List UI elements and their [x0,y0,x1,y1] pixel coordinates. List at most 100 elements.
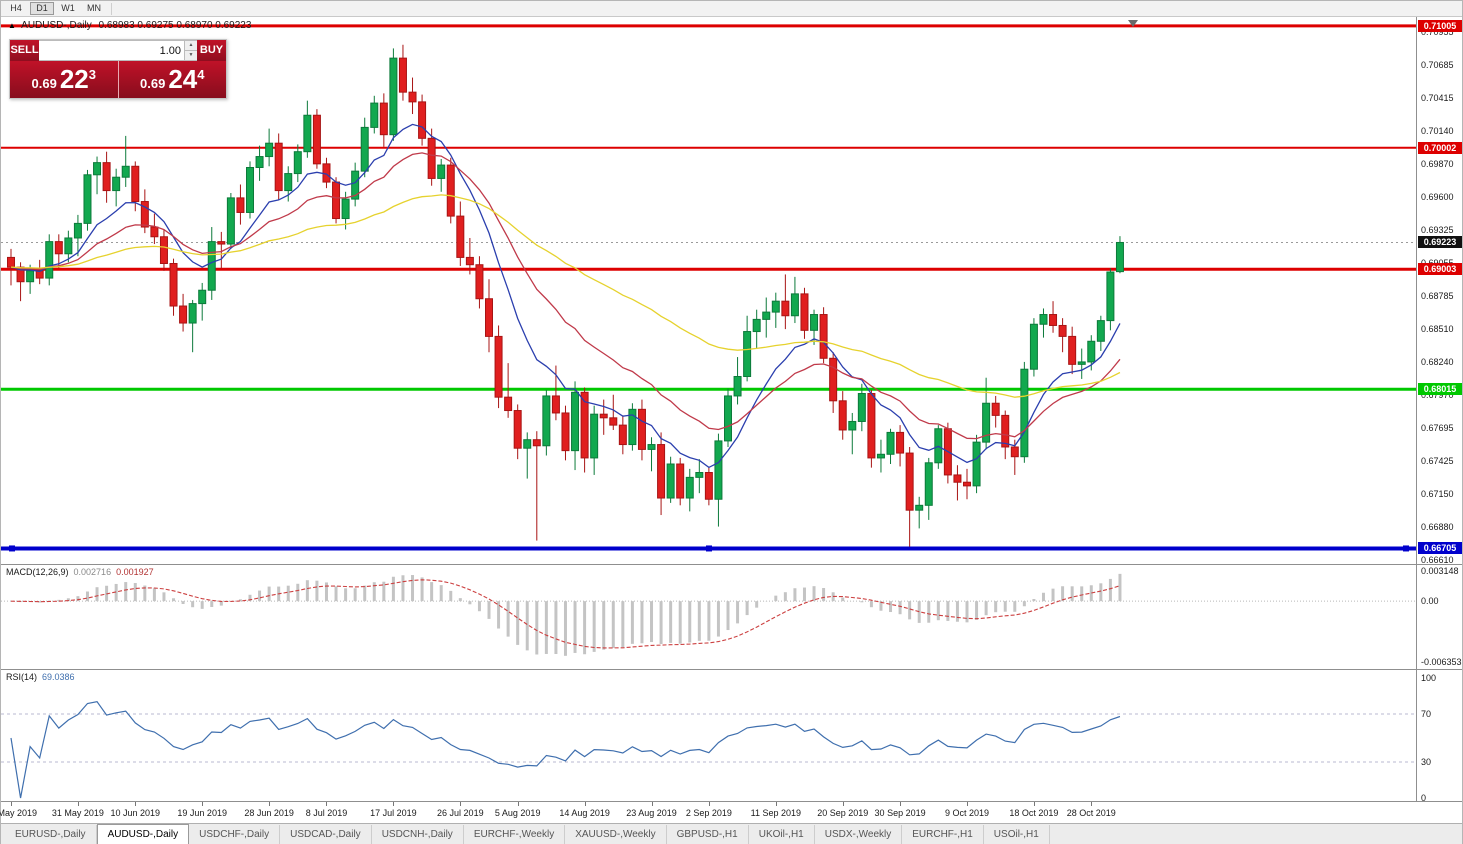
volume-stepper: ▲ ▼ [184,41,197,60]
date-label: 28 Jun 2019 [244,808,294,818]
price-tick: 0.70955 [1421,27,1454,37]
rsi-value: 69.0386 [42,672,75,682]
timeframe-button-H4[interactable]: H4 [10,3,22,13]
date-tick [326,802,328,806]
timeframe-button-D1[interactable]: D1 [30,2,54,15]
chart-tab-usdchf-daily[interactable]: USDCHF-,Daily [189,825,281,844]
date-label: 22 May 2019 [0,808,38,818]
chart-tab-eurusd-daily[interactable]: EURUSD-,Daily [5,825,97,844]
chart-tab-xauusd-weekly[interactable]: XAUUSD-,Weekly [565,825,667,844]
price-tick: 0.66880 [1421,522,1454,533]
date-tick [269,802,271,806]
chart-tab-eurchf-h1[interactable]: EURCHF-,H1 [902,825,984,844]
chart-tab-eurchf-weekly[interactable]: EURCHF-,Weekly [464,825,566,844]
sell-price-button[interactable]: 0.69 22 3 [10,61,119,98]
chart-symbol-title: ▲ AUDUSD-,Daily 0.68983 0.69275 0.68970 … [8,20,251,31]
ma-55-line [10,194,1121,398]
rsi-tick: 30 [1421,757,1432,767]
date-label: 18 Oct 2019 [1009,808,1059,818]
date-tick [393,802,395,806]
buy-button[interactable]: BUY [197,40,226,61]
price-tick: 0.70685 [1421,59,1454,70]
price-chart-pane[interactable]: 0.70955 0.70685 0.70415 0.70140 0.69870 0.696… [1,17,1462,565]
price-tick: 0.67695 [1421,423,1454,434]
macd-pane[interactable]: 0.003148 0.00 -0.006353 MACD(12,26,9) 0.002… [1,564,1462,669]
macd-histogram [19,573,1122,656]
price-tick: 0.70140 [1421,126,1454,137]
date-tick [135,802,137,806]
symbol-name: AUDUSD-,Daily [21,20,92,31]
price-tick: 0.69600 [1421,191,1454,202]
price-tick: 0.66610 [1421,555,1454,565]
timeframe-button-MN[interactable]: MN [87,3,101,13]
date-tick [1033,802,1035,806]
rsi-name: RSI(14) [6,672,38,682]
date-tick [77,802,79,806]
chart-tab-usdcad-daily[interactable]: USDCAD-,Daily [280,825,372,844]
rsi-line [10,701,1121,799]
macd-label: MACD(12,26,9) 0.002716 0.001927 [6,567,154,577]
price-tick: 0.67425 [1421,455,1454,466]
date-label: 28 Oct 2019 [1066,808,1116,818]
chart-tab-audusd-daily[interactable]: AUDUSD-,Daily [96,824,190,844]
chart-tab-usdcnh-daily[interactable]: USDCNH-,Daily [372,825,464,844]
rsi-label: RSI(14) 69.0386 [6,672,75,682]
rsi-tick: 0 [1421,793,1427,803]
date-tick [842,802,844,806]
candles-layer [7,44,1124,547]
chart-tab-gbpusd-h1[interactable]: GBPUSD-,H1 [667,825,749,844]
buy-price-sup: 4 [197,67,205,82]
date-tick [900,802,902,806]
date-tick [1091,802,1093,806]
volume-up-icon[interactable]: ▲ [185,41,197,51]
date-label: 2 Sep 2019 [685,808,732,818]
volume-down-icon[interactable]: ▼ [185,51,197,60]
chart-tab-ukoil-h1[interactable]: UKOil-,H1 [749,825,815,844]
candlestick-chart[interactable] [1,17,1418,564]
rsi-pane[interactable]: 100 70 30 0 RSI(14) 69.0386 [1,669,1462,803]
sell-button[interactable]: SELL [10,40,39,61]
one-click-trading-widget: SELL ▲ ▼ BUY 0.69 22 3 0.69 [9,39,227,99]
price-badge-level: 0.68015 [1418,383,1462,396]
price-tick: 0.69870 [1421,158,1454,169]
horizontal-lines-layer[interactable] [1,24,1418,552]
macd-signal-line [10,579,1121,649]
chart-tab-usdx-weekly[interactable]: USDX-,Weekly [815,825,903,844]
price-tick: 0.68510 [1421,324,1454,335]
date-tick [202,802,204,806]
line-handle[interactable] [706,545,712,552]
rsi-tick: 100 [1421,673,1437,683]
date-label: 17 Jul 2019 [370,808,417,818]
macd-tick: -0.006353 [1421,657,1462,667]
date-label: 31 May 2019 [51,808,104,818]
date-label: 11 Sep 2019 [750,808,801,818]
line-handle[interactable] [1403,545,1409,552]
macd-main-value: 0.002716 [73,567,112,577]
sell-price-prefix: 0.69 [31,75,57,91]
rsi-tick: 70 [1421,709,1432,719]
chart-shift-marker-icon[interactable] [1128,20,1138,27]
buy-price-button[interactable]: 0.69 24 4 [118,61,226,98]
chart-tab-bar: EURUSD-,Daily AUDUSD-,Daily USDCHF-,Daily U… [1,823,1462,844]
date-label: 5 Aug 2019 [494,808,541,818]
chart-marker-icon: ▲ [8,21,16,30]
sell-price-big: 22 [59,64,89,94]
price-tick: 0.70415 [1421,92,1454,103]
date-label: 26 Jul 2019 [437,808,484,818]
volume-input[interactable] [39,41,184,60]
price-tick: 0.69055 [1421,258,1454,268]
timeframe-button-W1[interactable]: W1 [61,3,75,13]
chart-tab-usoil-h1[interactable]: USOil-,H1 [984,825,1050,844]
date-axis: 22 May 2019 31 May 2019 10 Jun 2019 19 Jun … [0,801,1462,823]
price-tick: 0.67150 [1421,489,1454,500]
price-badge-level: 0.66705 [1418,542,1462,555]
date-tick [517,802,519,806]
line-handle[interactable] [9,545,15,552]
date-label: 23 Aug 2019 [626,808,677,818]
current-price-badge: 0.69223 [1418,236,1462,249]
price-tick: 0.68240 [1421,356,1454,367]
date-tick [651,802,653,806]
macd-indicator [1,573,1418,656]
ma-21-line [10,152,1121,440]
